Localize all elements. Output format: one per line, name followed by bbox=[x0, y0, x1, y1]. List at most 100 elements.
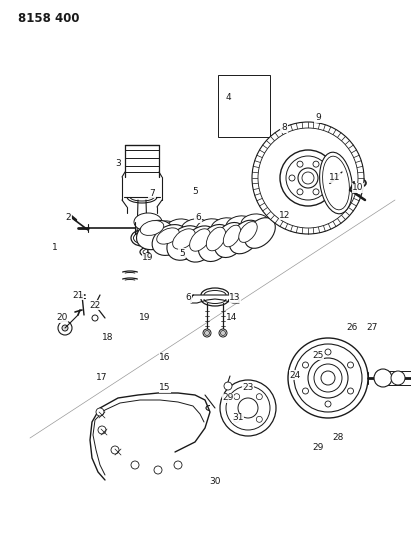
Ellipse shape bbox=[211, 218, 239, 236]
Ellipse shape bbox=[223, 225, 241, 247]
Circle shape bbox=[288, 338, 368, 418]
Circle shape bbox=[219, 329, 227, 337]
Circle shape bbox=[297, 189, 303, 195]
Circle shape bbox=[314, 364, 342, 392]
Circle shape bbox=[96, 408, 104, 416]
Circle shape bbox=[62, 325, 68, 331]
Text: 5: 5 bbox=[192, 188, 198, 197]
Circle shape bbox=[302, 362, 309, 368]
Ellipse shape bbox=[167, 226, 203, 260]
Text: 25: 25 bbox=[312, 351, 324, 359]
Circle shape bbox=[256, 416, 262, 422]
Ellipse shape bbox=[198, 224, 232, 262]
Circle shape bbox=[220, 380, 276, 436]
Text: 26: 26 bbox=[346, 324, 358, 333]
Ellipse shape bbox=[214, 222, 246, 257]
Ellipse shape bbox=[173, 229, 195, 249]
Circle shape bbox=[98, 426, 106, 434]
Text: 6: 6 bbox=[185, 294, 191, 303]
Circle shape bbox=[321, 175, 327, 181]
Circle shape bbox=[302, 388, 309, 394]
Text: 20: 20 bbox=[56, 313, 68, 322]
Bar bbox=[218, 75, 270, 137]
Text: 13: 13 bbox=[229, 294, 241, 303]
Text: 23: 23 bbox=[242, 384, 254, 392]
Text: 22: 22 bbox=[89, 301, 101, 310]
Ellipse shape bbox=[239, 222, 257, 243]
Text: 1: 1 bbox=[52, 244, 58, 253]
Circle shape bbox=[302, 172, 314, 184]
Text: 8: 8 bbox=[281, 124, 287, 133]
Text: 28: 28 bbox=[332, 433, 344, 442]
Text: 21: 21 bbox=[72, 290, 84, 300]
Ellipse shape bbox=[320, 152, 352, 214]
Ellipse shape bbox=[152, 224, 188, 255]
Circle shape bbox=[92, 315, 98, 321]
Text: 7: 7 bbox=[149, 189, 155, 198]
Text: 18: 18 bbox=[102, 334, 114, 343]
Text: 6: 6 bbox=[195, 214, 201, 222]
Circle shape bbox=[234, 394, 240, 400]
Text: 14: 14 bbox=[226, 313, 238, 322]
Text: 8158 400: 8158 400 bbox=[18, 12, 79, 25]
Ellipse shape bbox=[323, 156, 349, 210]
Ellipse shape bbox=[157, 228, 179, 244]
Circle shape bbox=[374, 369, 392, 387]
Text: 29: 29 bbox=[312, 443, 324, 453]
Ellipse shape bbox=[134, 213, 162, 231]
Circle shape bbox=[154, 466, 162, 474]
Text: 4: 4 bbox=[225, 93, 231, 102]
Text: 19: 19 bbox=[142, 254, 154, 262]
Ellipse shape bbox=[151, 221, 179, 239]
Text: 30: 30 bbox=[209, 478, 221, 487]
Circle shape bbox=[203, 329, 211, 337]
Circle shape bbox=[325, 349, 331, 355]
Text: 29: 29 bbox=[222, 393, 234, 402]
Ellipse shape bbox=[189, 229, 210, 251]
Text: 15: 15 bbox=[159, 384, 171, 392]
Ellipse shape bbox=[181, 219, 209, 237]
Text: 2: 2 bbox=[65, 214, 71, 222]
Circle shape bbox=[325, 401, 331, 407]
Ellipse shape bbox=[245, 217, 275, 248]
Circle shape bbox=[58, 321, 72, 335]
Circle shape bbox=[226, 386, 270, 430]
Text: 31: 31 bbox=[232, 414, 244, 423]
Ellipse shape bbox=[136, 220, 173, 249]
Text: 3: 3 bbox=[115, 158, 121, 167]
Circle shape bbox=[252, 122, 364, 234]
Text: 19: 19 bbox=[139, 313, 151, 322]
Ellipse shape bbox=[196, 219, 224, 237]
Circle shape bbox=[286, 156, 330, 200]
Text: 17: 17 bbox=[96, 374, 108, 383]
Circle shape bbox=[224, 382, 232, 390]
Circle shape bbox=[313, 161, 319, 167]
Circle shape bbox=[174, 461, 182, 469]
Ellipse shape bbox=[166, 219, 194, 237]
Circle shape bbox=[294, 344, 362, 412]
Circle shape bbox=[256, 394, 262, 400]
Text: 12: 12 bbox=[279, 211, 291, 220]
Circle shape bbox=[391, 371, 405, 385]
Circle shape bbox=[321, 371, 335, 385]
Text: 5: 5 bbox=[179, 248, 185, 257]
Ellipse shape bbox=[229, 220, 261, 254]
Ellipse shape bbox=[140, 221, 164, 236]
Circle shape bbox=[131, 461, 139, 469]
Text: 10: 10 bbox=[352, 183, 364, 192]
Circle shape bbox=[348, 388, 353, 394]
Text: 11: 11 bbox=[329, 174, 341, 182]
Circle shape bbox=[348, 362, 353, 368]
Circle shape bbox=[289, 175, 295, 181]
Text: 9: 9 bbox=[315, 114, 321, 123]
Text: 27: 27 bbox=[366, 324, 378, 333]
Circle shape bbox=[313, 189, 319, 195]
Circle shape bbox=[258, 128, 358, 228]
Ellipse shape bbox=[226, 216, 254, 234]
Circle shape bbox=[280, 150, 336, 206]
Circle shape bbox=[238, 398, 258, 418]
Ellipse shape bbox=[241, 214, 269, 232]
Circle shape bbox=[234, 416, 240, 422]
Circle shape bbox=[220, 330, 226, 335]
Circle shape bbox=[298, 168, 318, 188]
